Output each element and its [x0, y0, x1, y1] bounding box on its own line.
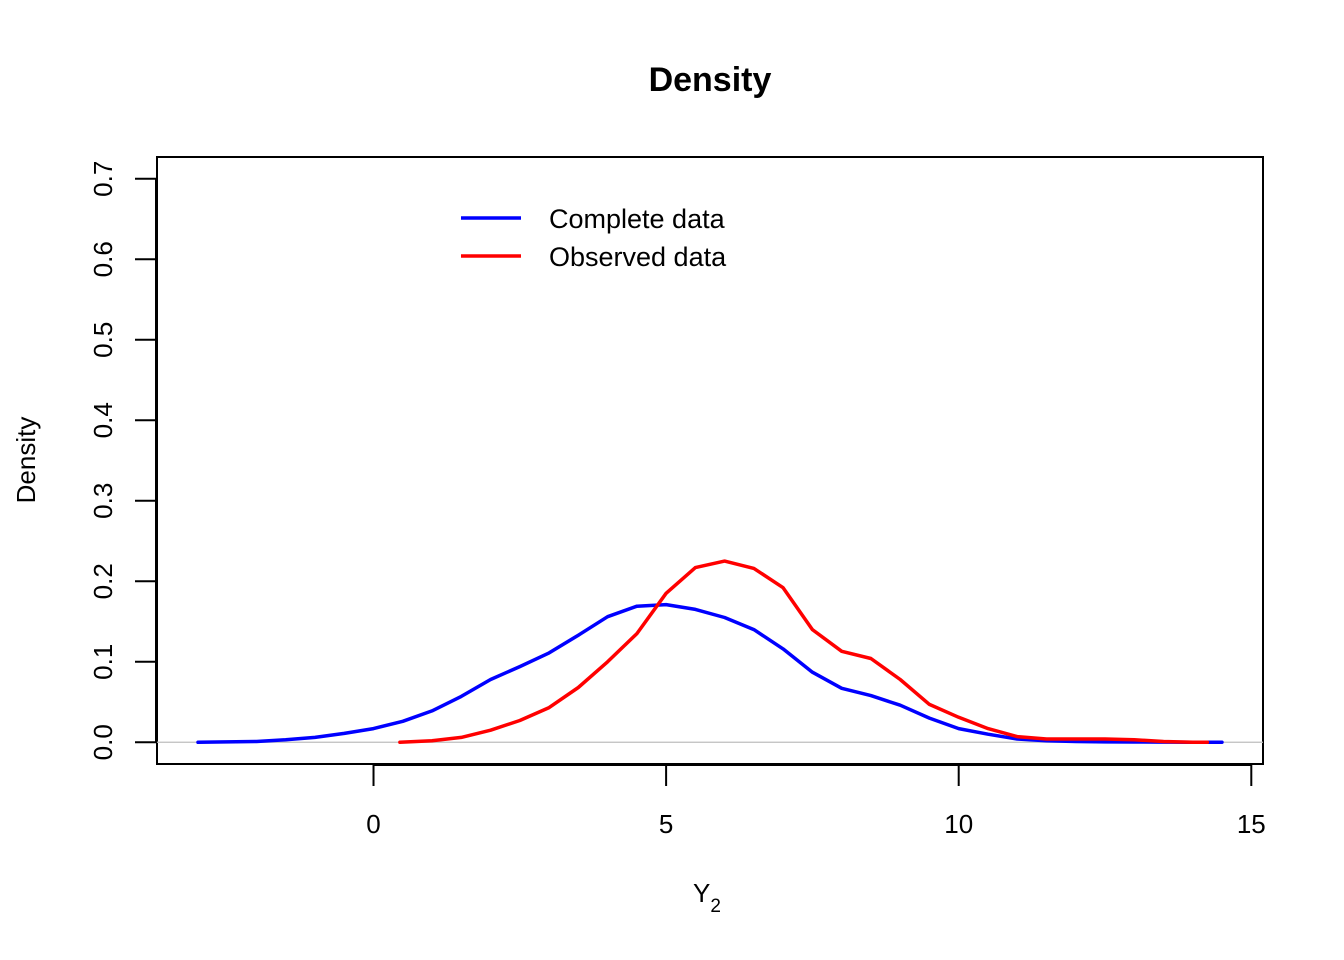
series-line-1 — [196, 602, 1224, 745]
y-tick-label: 0.7 — [88, 161, 118, 197]
y-tick-label: 0.4 — [88, 402, 118, 438]
x-tick-label: 15 — [1237, 809, 1266, 839]
x-tick-label: 5 — [659, 809, 673, 839]
legend: Complete data Observed data — [461, 204, 727, 272]
legend-label: Complete data — [549, 204, 726, 234]
x-tick-label: 0 — [366, 809, 380, 839]
x-axis-label: Y2 — [693, 878, 721, 917]
y-tick-label: 0.1 — [88, 644, 118, 680]
y-axis: 0.0 0.1 0.2 0.3 0.4 0.5 0.6 0.7 — [88, 161, 157, 760]
y-tick-label: 0.3 — [88, 483, 118, 519]
x-axis-label-subscript: 2 — [710, 896, 721, 917]
y-tick-label: 0.6 — [88, 241, 118, 277]
chart-title: Density — [649, 61, 772, 99]
y-tick-label: 0.2 — [88, 563, 118, 599]
x-tick-label: 10 — [944, 809, 973, 839]
x-axis-label-main: Y — [693, 878, 710, 908]
series-line-2 — [398, 559, 1210, 745]
legend-label: Observed data — [549, 242, 727, 272]
y-axis-label: Density — [11, 417, 41, 504]
y-tick-label: 0.5 — [88, 322, 118, 358]
series-layer — [196, 559, 1224, 745]
x-axis: 0 5 10 15 — [366, 764, 1266, 839]
y-tick-label: 0.0 — [88, 724, 118, 760]
